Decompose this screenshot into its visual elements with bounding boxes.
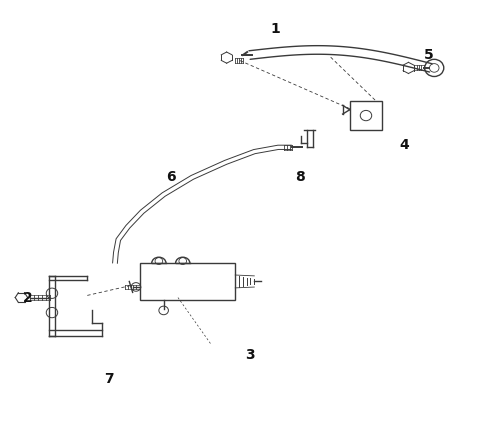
Text: 2: 2 [23, 291, 33, 305]
Text: 5: 5 [424, 48, 433, 62]
Text: 1: 1 [271, 22, 281, 36]
Bar [350, 101, 382, 130]
Text: 8: 8 [295, 170, 304, 184]
Text: 6: 6 [166, 170, 176, 184]
Text: 4: 4 [400, 138, 409, 152]
Bar [140, 263, 235, 300]
Text: 3: 3 [245, 349, 254, 362]
Text: 7: 7 [104, 372, 114, 386]
